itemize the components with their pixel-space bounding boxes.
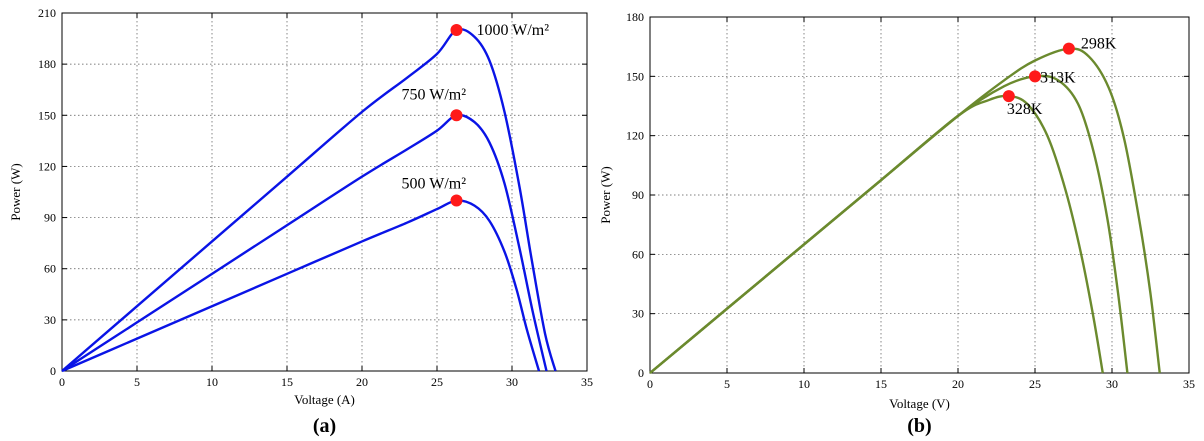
y-tick-label: 0 bbox=[50, 364, 56, 378]
y-tick-label: 180 bbox=[626, 10, 644, 24]
y-tick-label: 150 bbox=[626, 69, 644, 83]
x-tick-label: 25 bbox=[1029, 377, 1041, 391]
mpp-marker bbox=[1029, 70, 1041, 83]
y-tick-label: 90 bbox=[44, 211, 56, 225]
x-tick-label: 0 bbox=[59, 375, 65, 389]
mpp-marker bbox=[450, 24, 463, 37]
x-axis-label: Voltage (V) bbox=[889, 396, 950, 411]
annotation-label: 1000 W/m² bbox=[477, 22, 550, 39]
x-tick-label: 30 bbox=[1106, 377, 1118, 391]
series-line bbox=[649, 74, 1129, 374]
annotation-label: 328K bbox=[1007, 101, 1043, 118]
chart-panel-a: 0 5 10 15 20 25 30 35 0 30 60 90 120 150 180 210 Voltage… bbox=[8, 6, 593, 437]
y-axis-label: Power (W) bbox=[8, 163, 23, 220]
panel-caption: (a) bbox=[313, 415, 336, 437]
x-tick-label: 35 bbox=[581, 375, 593, 389]
series-line bbox=[61, 113, 548, 373]
series-line bbox=[649, 47, 1161, 374]
y-tick-label: 120 bbox=[38, 159, 56, 173]
x-axis-label: Voltage (A) bbox=[294, 392, 355, 407]
y-tick-label: 60 bbox=[632, 247, 644, 261]
y-axis-label: Power (W) bbox=[598, 166, 613, 223]
y-tick-label: 30 bbox=[632, 307, 644, 321]
x-tick-label: 20 bbox=[356, 375, 368, 389]
panel-caption: (b) bbox=[907, 415, 931, 437]
annotation-label: 313K bbox=[1040, 69, 1076, 86]
y-tick-label: 90 bbox=[632, 188, 644, 202]
y-tick-label: 0 bbox=[638, 366, 644, 380]
series-line bbox=[649, 94, 1104, 374]
x-tick-label: 20 bbox=[952, 377, 964, 391]
y-tick-label: 30 bbox=[44, 313, 56, 327]
annotation-label: 500 W/m² bbox=[402, 176, 467, 193]
y-tick-label: 120 bbox=[626, 129, 644, 143]
y-tick-label: 210 bbox=[38, 6, 56, 20]
y-tick-label: 150 bbox=[38, 108, 56, 122]
annotation-label: 298K bbox=[1081, 36, 1117, 53]
x-tick-label: 15 bbox=[281, 375, 293, 389]
y-tick-label: 180 bbox=[38, 57, 56, 71]
plot-frame bbox=[61, 12, 588, 372]
series-line bbox=[61, 27, 557, 372]
x-tick-label: 10 bbox=[206, 375, 218, 389]
x-tick-label: 15 bbox=[875, 377, 887, 391]
mpp-marker bbox=[450, 109, 463, 122]
x-tick-label: 10 bbox=[798, 377, 810, 391]
annotation-label: 750 W/m² bbox=[402, 86, 467, 103]
x-tick-label: 35 bbox=[1183, 377, 1195, 391]
mpp-marker bbox=[450, 194, 463, 207]
chart-panel-b: 0 5 10 15 20 25 30 35 0 30 60 90 120 150 180 Voltage (V… bbox=[598, 10, 1195, 437]
y-tick-label: 60 bbox=[44, 262, 56, 276]
x-tick-label: 25 bbox=[431, 375, 443, 389]
mpp-marker bbox=[1062, 42, 1075, 55]
series-line bbox=[61, 199, 541, 373]
x-tick-label: 30 bbox=[506, 375, 518, 389]
x-tick-label: 5 bbox=[134, 375, 140, 389]
x-tick-label: 5 bbox=[724, 377, 730, 391]
mpp-marker bbox=[1002, 90, 1015, 103]
x-tick-label: 0 bbox=[647, 377, 653, 391]
